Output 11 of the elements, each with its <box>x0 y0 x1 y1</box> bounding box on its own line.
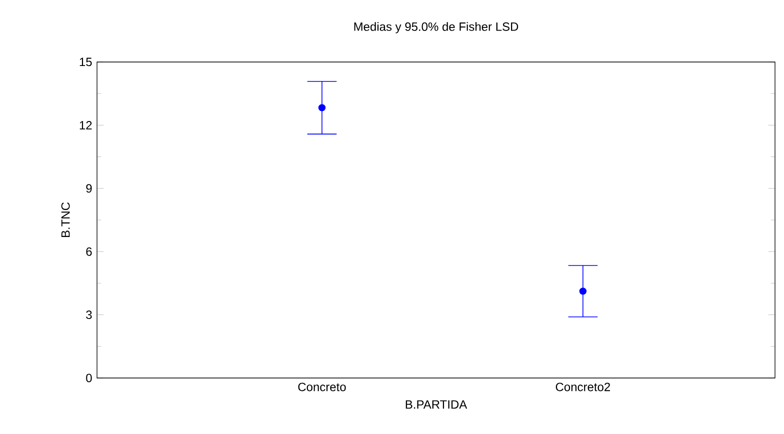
y-tick-label: 9 <box>86 184 92 193</box>
y-tick-label: 0 <box>86 374 92 382</box>
y-axis-title: B.TNC <box>61 202 70 238</box>
x-tick-label: Concreto <box>298 382 346 392</box>
y-tick-label: 6 <box>86 247 92 256</box>
y-tick-label: 15 <box>80 58 92 66</box>
y-tick-label: 3 <box>86 310 92 320</box>
x-tick-label: Concreto2 <box>556 382 610 392</box>
y-tick-label: 12 <box>80 120 92 130</box>
chart-title: Medias y 95.0% de Fisher LSD <box>354 22 518 34</box>
x-axis-title: B.PARTIDA <box>406 400 468 409</box>
